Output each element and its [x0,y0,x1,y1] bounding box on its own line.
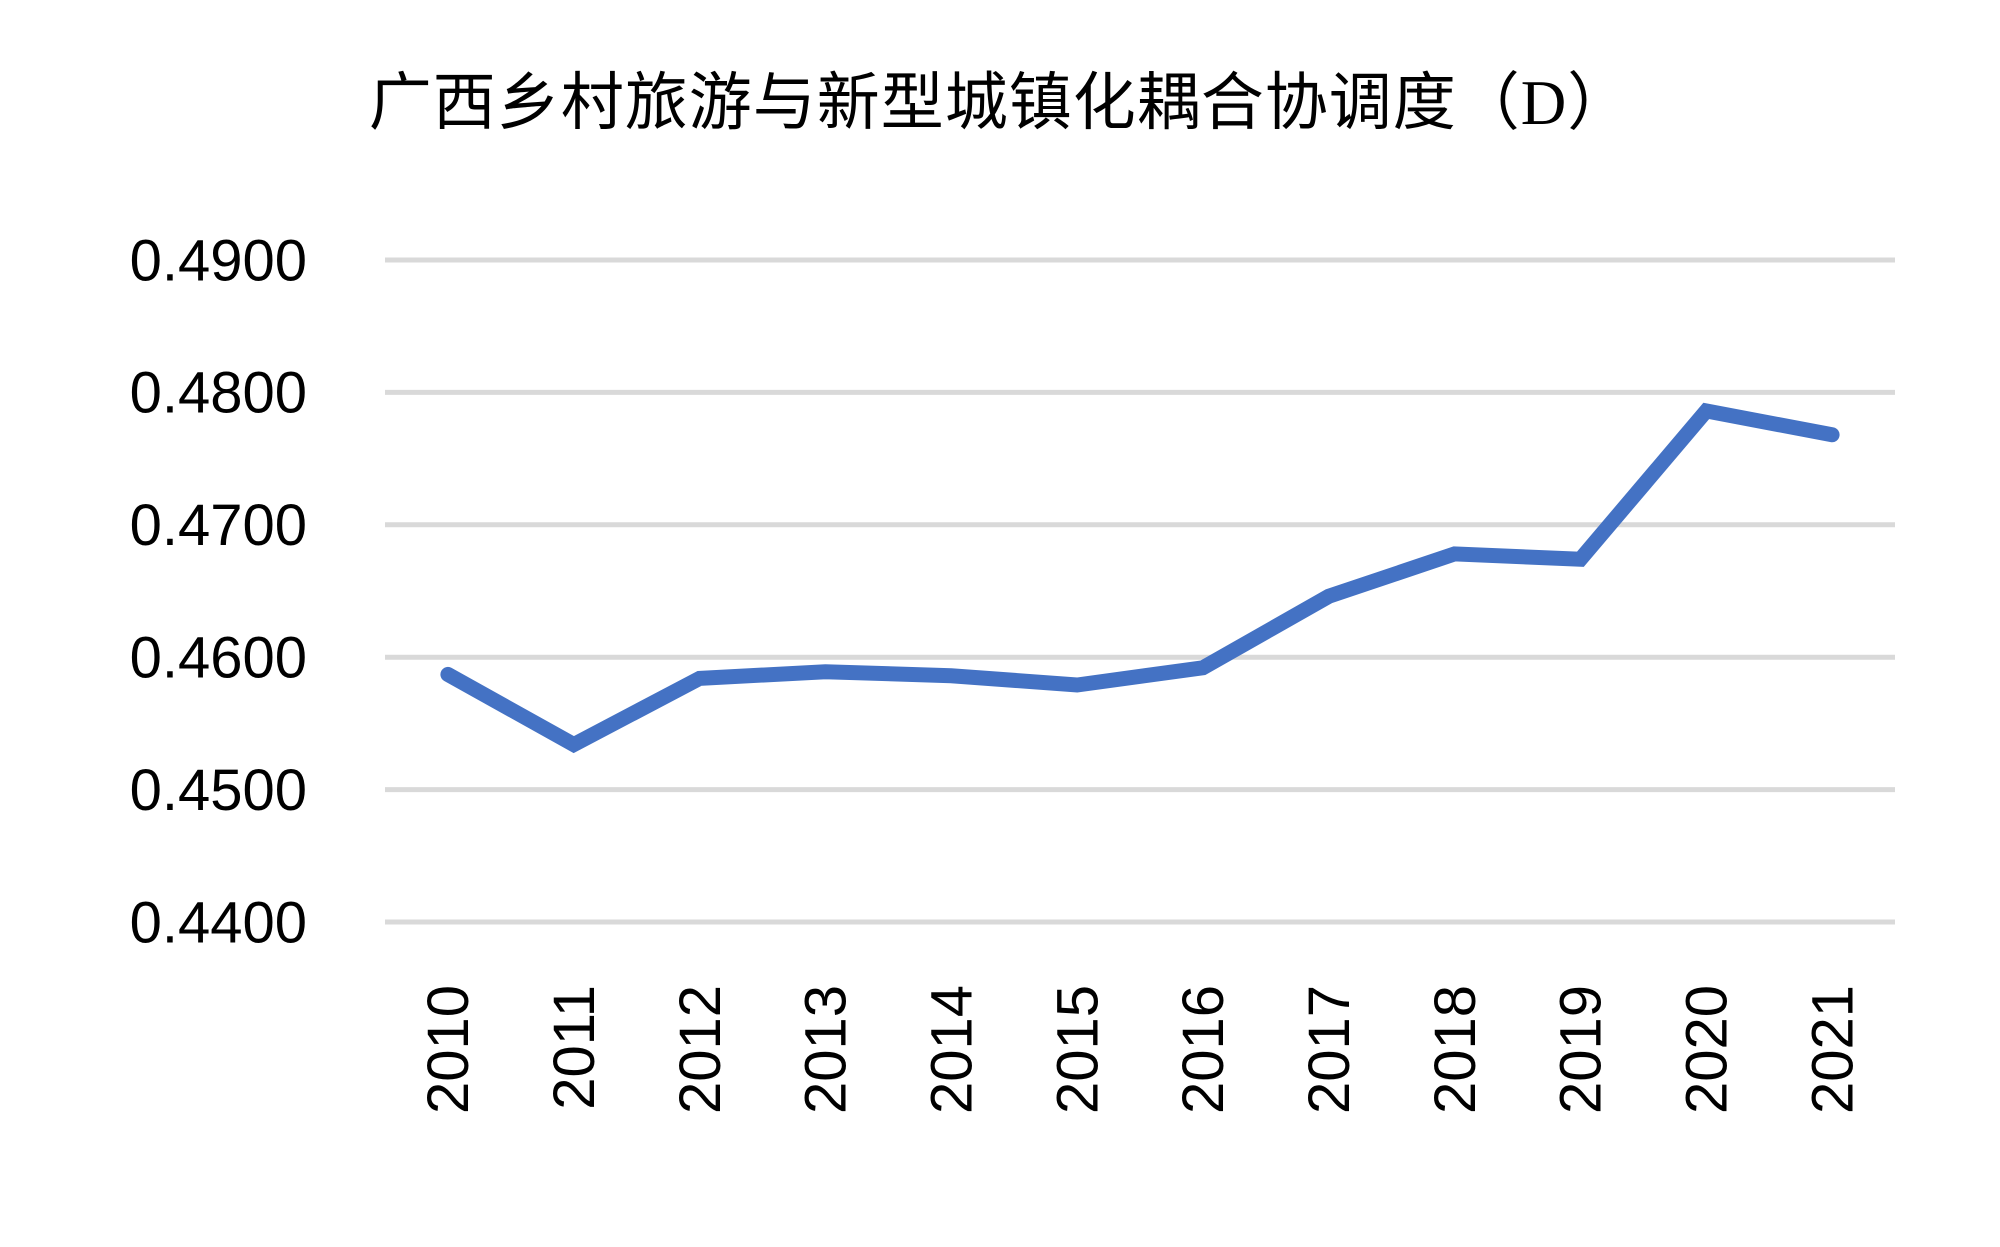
chart-title: 广西乡村旅游与新型城镇化耦合协调度（D） [368,68,1632,138]
x-axis-tick-label: 2011 [542,985,607,1110]
y-axis-tick-label: 0.4800 [130,361,307,426]
x-axis-tick-label: 2012 [668,985,733,1114]
series-line [440,402,1840,754]
y-axis-tick-label: 0.4400 [130,890,307,955]
y-axis-tick-label: 0.4900 [130,228,307,293]
y-axis-tick-label: 0.4500 [130,758,307,823]
x-axis-tick-label: 2020 [1675,985,1740,1114]
y-axis-tick-label: 0.4700 [130,493,307,558]
x-axis-tick-label: 2010 [416,985,481,1114]
x-axis-tick-label: 2015 [1045,985,1110,1114]
x-axis-tick-label: 2018 [1423,985,1488,1114]
x-axis-tick-label: 2013 [794,985,859,1114]
x-axis-tick-label: 2014 [920,985,985,1114]
x-axis-tick-label: 2016 [1171,985,1236,1114]
x-axis-tick-label: 2021 [1800,985,1865,1114]
x-axis-tick-label: 2017 [1297,985,1362,1114]
x-axis-tick-label: 2019 [1549,985,1614,1114]
y-axis-tick-label: 0.4600 [130,626,307,691]
